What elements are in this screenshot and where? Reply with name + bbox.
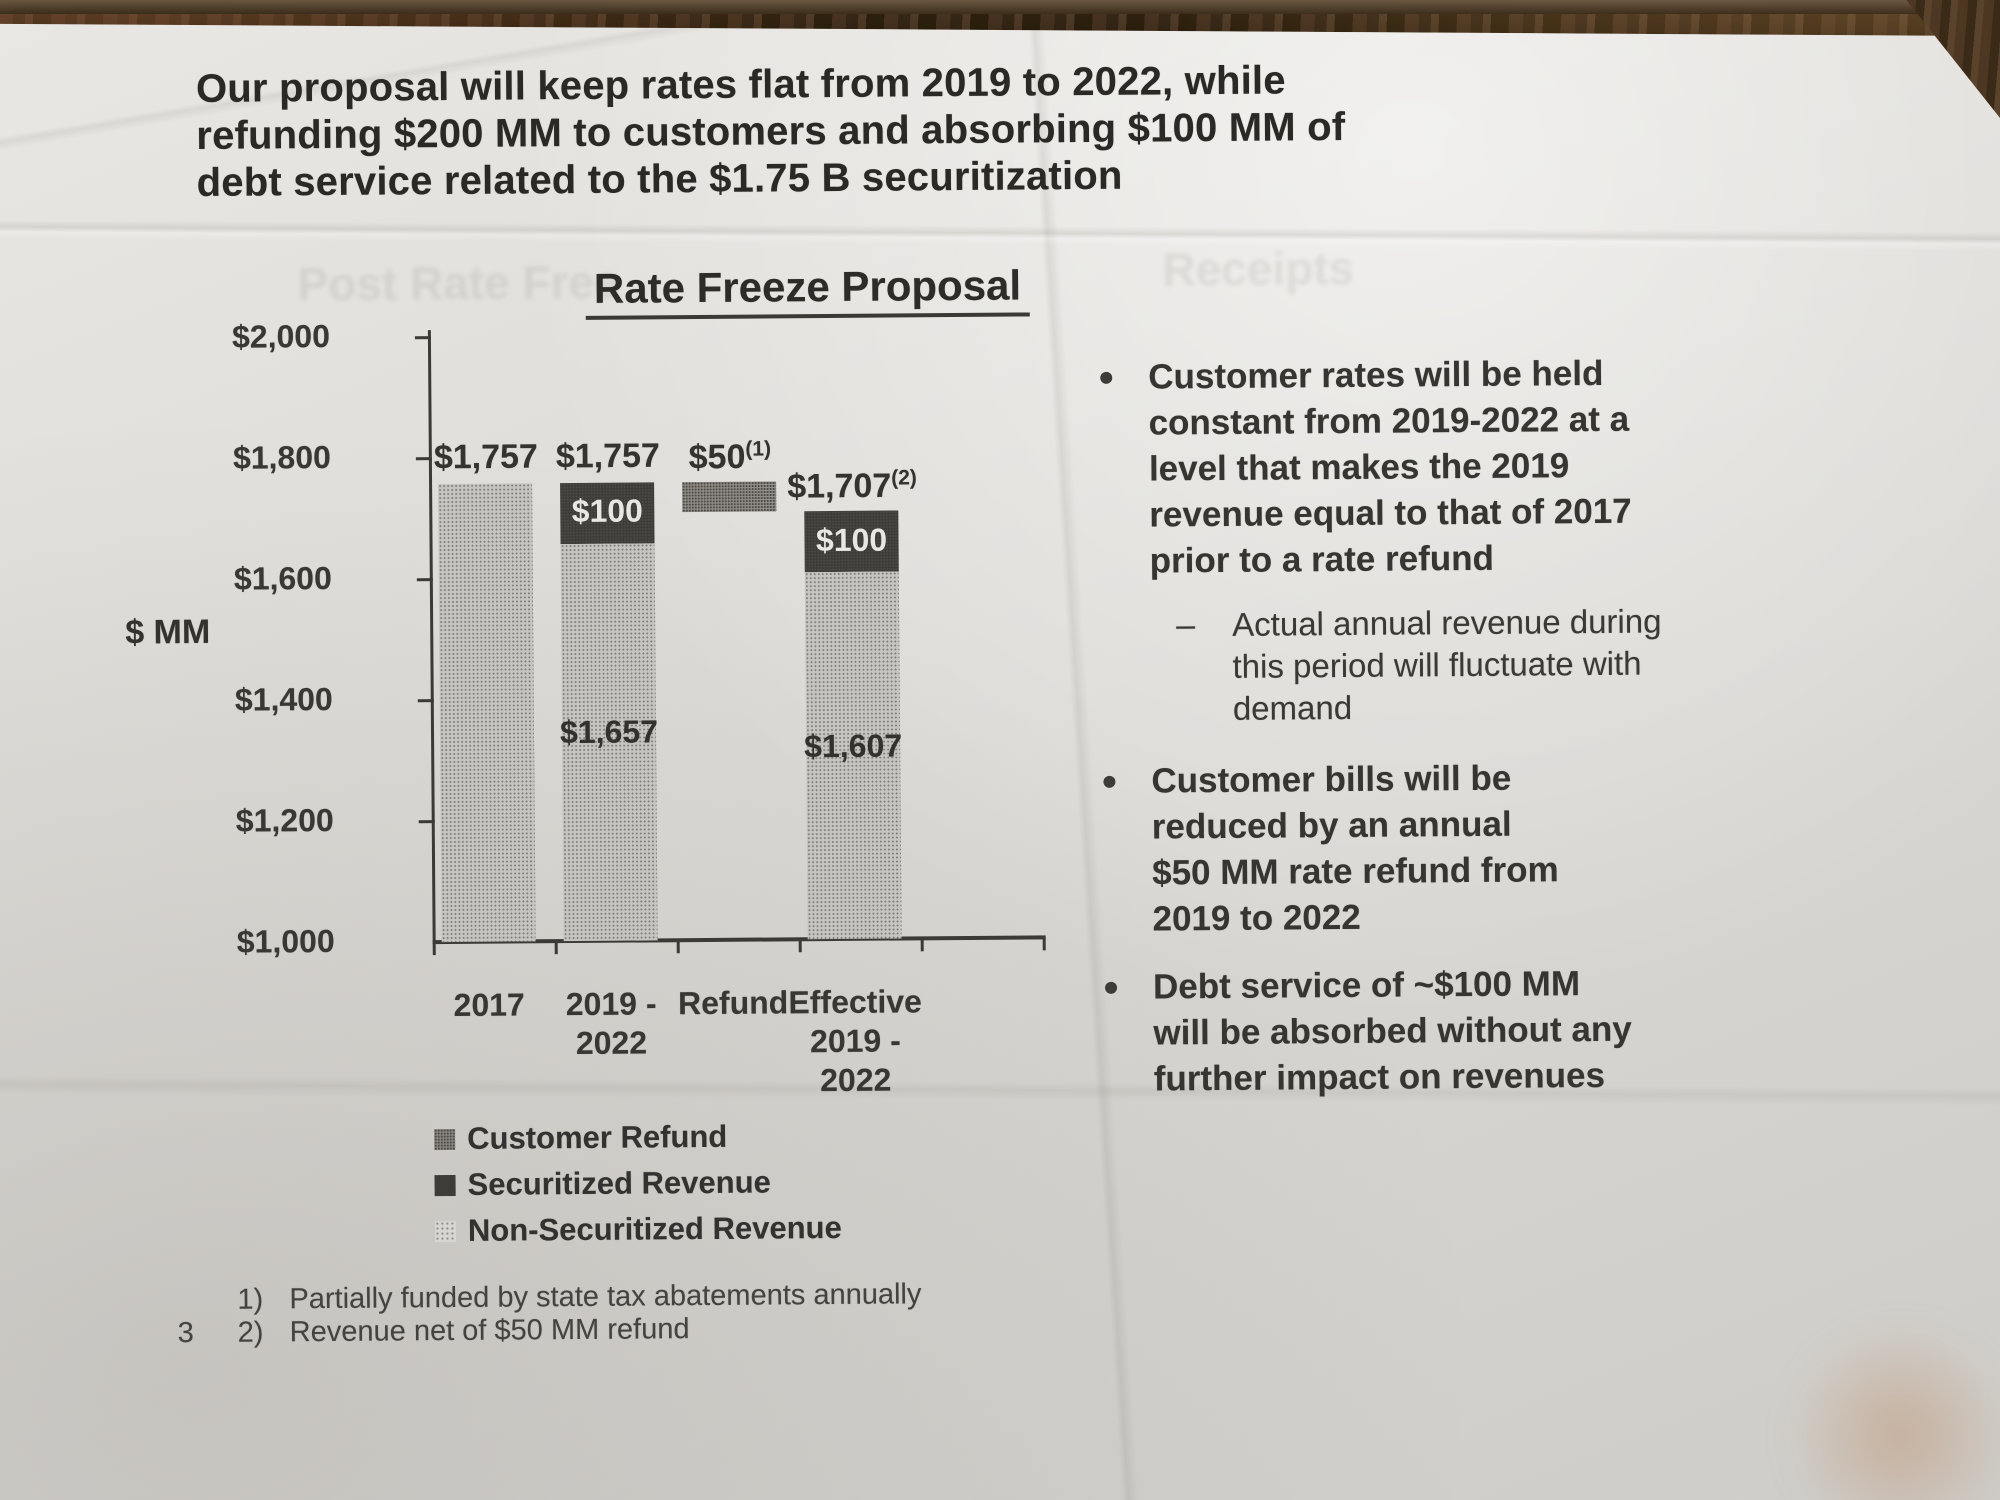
sub-bullet-item: – Actual annual revenue during this peri…	[1176, 602, 1662, 727]
bar-segment-value-label: $1,607	[804, 727, 903, 765]
chart-title: Rate Freeze Proposal	[467, 261, 1147, 321]
bullet-list: Customer rates will be held constant fro…	[1090, 349, 1910, 1098]
slide-title: Our proposal will keep rates flat from 2…	[196, 56, 1457, 207]
bar-1-segment-securitized: $100	[560, 482, 655, 544]
y-axis-tick-mark	[418, 820, 435, 824]
legend-item-customer-refund: Customer Refund	[434, 1113, 841, 1162]
y-axis-title: $ MM	[125, 612, 211, 652]
chart-plot-area: $100 $1,657 $100 $1,607	[414, 319, 1051, 972]
x-axis-tick-mark	[920, 938, 924, 952]
y-axis-tick-label: $1,400	[234, 680, 333, 718]
bar-1-segment-non-securitized: $1,657	[560, 542, 658, 942]
bar-segment-value-label: $100	[815, 521, 888, 558]
slide-title-line: debt service related to the $1.75 B secu…	[196, 153, 1123, 205]
y-axis-tick-mark	[414, 336, 431, 340]
bar-segment-value-label: $1,657	[559, 713, 659, 751]
bullet-dot-icon	[1100, 371, 1113, 384]
y-axis-tick-label: $1,600	[233, 559, 332, 597]
non-securitized-revenue-swatch-icon	[434, 1220, 457, 1242]
page-number: 3	[177, 1317, 194, 1350]
customer-refund-swatch-icon	[434, 1128, 456, 1150]
y-axis-line	[427, 330, 436, 943]
y-axis-tick-label: $1,200	[235, 801, 334, 839]
sub-bullet-dash-icon: –	[1176, 606, 1196, 645]
bullet-item: Debt service of ~$100 MM will be absorbe…	[1095, 961, 1632, 1103]
x-axis-tick-mark	[676, 940, 680, 954]
footnote-2: 3 2) Revenue net of $50 MM refund	[177, 1313, 690, 1350]
legend-item-securitized-revenue: Securitized Revenue	[434, 1159, 841, 1208]
bar-0-segment-non-securitized	[438, 483, 536, 943]
y-axis-tick-mark	[416, 578, 433, 582]
bar-3-segment-non-securitized: $1,607	[804, 571, 902, 940]
legend-item-non-securitized-revenue: Non-Securitized Revenue	[434, 1205, 842, 1254]
x-axis-tick-mark	[1042, 937, 1046, 951]
securitized-revenue-swatch-icon	[434, 1174, 456, 1196]
y-axis-tick-label: $1,000	[236, 922, 335, 960]
background-paper-edge	[0, 0, 2000, 14]
bullet-dot-icon	[1105, 981, 1118, 994]
y-axis-tick-mark	[417, 699, 434, 703]
y-axis-tick-label: $1,800	[232, 438, 331, 476]
x-axis-tick-mark	[554, 941, 558, 955]
bullet-dot-icon	[1103, 775, 1116, 788]
chart-legend: Customer Refund Securitized Revenue Non-…	[434, 1113, 842, 1254]
bar-3-segment-securitized: $100	[804, 510, 899, 572]
bullet-item: Customer bills will be reduced by an ann…	[1093, 755, 1559, 943]
bar-total-label: $1,707(2)	[787, 466, 917, 506]
y-axis-tick-label: $2,000	[231, 317, 331, 355]
x-axis-category: Effective 2019 - 2022	[788, 983, 922, 1099]
bar-2-segment-customer-refund	[682, 481, 777, 513]
bullet-item: Customer rates will be held constant fro…	[1090, 351, 1632, 585]
footnotes: 1) Partially funded by state tax abateme…	[177, 1276, 1157, 1350]
bleed-through-text-right: Receipts	[1162, 241, 1355, 296]
x-axis-tick-mark	[798, 939, 802, 953]
bar-segment-value-label: $100	[571, 492, 644, 530]
slide-title-line: refunding $200 MM to customers and absor…	[196, 104, 1346, 158]
x-axis-tick-mark	[432, 942, 436, 956]
